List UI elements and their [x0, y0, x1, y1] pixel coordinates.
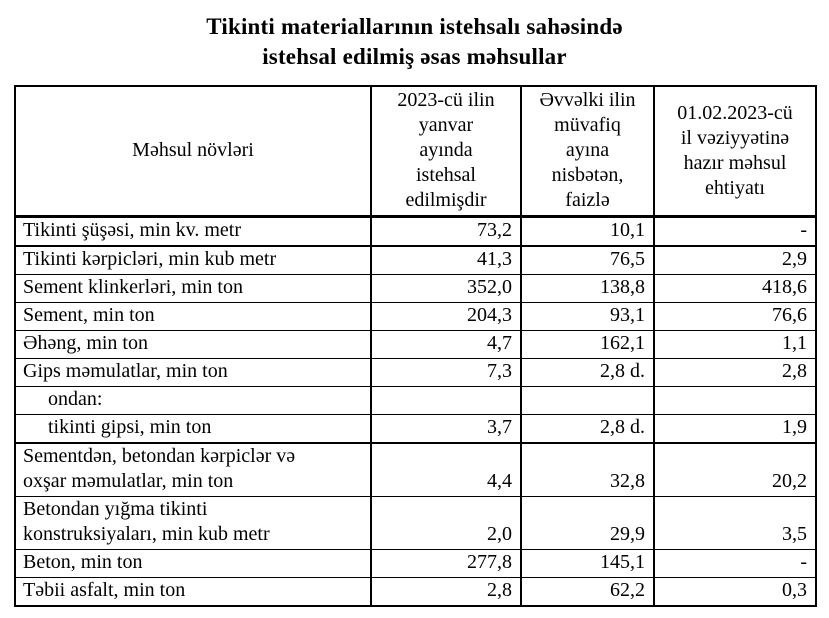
value-cell-stock: 1,9 — [653, 414, 817, 444]
value-cell-stock: 20,2 — [653, 442, 817, 497]
product-label: Təbii asfalt, min ton — [14, 577, 372, 607]
column-header-products: Məhsul növləri — [14, 85, 372, 218]
product-label: ondan: — [14, 386, 372, 415]
table-row: Sementdən, betondan kərpiclər və oxşar m… — [14, 442, 817, 497]
table-row: tikinti gipsi, min ton 3,7 2,8 d. 1,9 — [14, 414, 817, 444]
value-cell-stock: - — [653, 549, 817, 578]
product-label: Gips məmulatlar, min ton — [14, 358, 372, 387]
table-row: Gips məmulatlar, min ton 7,3 2,8 d. 2,8 — [14, 358, 817, 387]
value-cell-stock: 418,6 — [653, 274, 817, 303]
table-row: ondan: — [14, 386, 817, 415]
value-cell-vs_prev: 145,1 — [520, 549, 655, 578]
value-cell-stock: 1,1 — [653, 330, 817, 359]
value-cell-vs_prev: 2,8 d. — [520, 358, 655, 387]
table-row: Beton, min ton 277,8 145,1- — [14, 549, 817, 578]
header-row: Məhsul növləri 2023-cü ilin yanvar ayınd… — [14, 85, 817, 218]
table-row: Tikinti şüşəsi, min kv. metr 73,2 10,1- — [14, 215, 817, 247]
value-cell-produced — [370, 386, 522, 415]
value-cell-stock: 76,6 — [653, 302, 817, 331]
value-cell-stock: 3,5 — [653, 496, 817, 550]
value-cell-produced: 2,8 — [370, 577, 522, 607]
value-cell-vs_prev: 2,8 d. — [520, 414, 655, 444]
product-label: Betondan yığma tikinti konstruksiyaları,… — [14, 496, 372, 550]
value-cell-vs_prev: 138,8 — [520, 274, 655, 303]
product-label: Tikinti şüşəsi, min kv. metr — [14, 215, 372, 247]
value-cell-produced: 41,3 — [370, 245, 522, 275]
products-table-header: Məhsul növləri 2023-cü ilin yanvar ayınd… — [14, 85, 817, 218]
product-label: tikinti gipsi, min ton — [14, 414, 372, 444]
value-cell-vs_prev: 29,9 — [520, 496, 655, 550]
table-row: Tikinti kərpicləri, min kub metr 41,3 76,5… — [14, 245, 817, 275]
table-row: Təbii asfalt, min ton 2,8 62,2 0,3 — [14, 577, 817, 607]
value-cell-stock: 2,9 — [653, 245, 817, 275]
product-label: Sement, min ton — [14, 302, 372, 331]
table-row: Sement, min ton 204,3 93,1 76,6 — [14, 302, 817, 331]
value-cell-stock: - — [653, 215, 817, 247]
value-cell-produced: 352,0 — [370, 274, 522, 303]
product-label: Əhəng, min ton — [14, 330, 372, 359]
product-label: Sementdən, betondan kərpiclər və oxşar m… — [14, 442, 372, 497]
table-row: Betondan yığma tikinti konstruksiyaları,… — [14, 496, 817, 550]
value-cell-produced: 4,4 — [370, 442, 522, 497]
product-label: Beton, min ton — [14, 549, 372, 578]
value-cell-stock — [653, 386, 817, 415]
value-cell-produced: 204,3 — [370, 302, 522, 331]
value-cell-produced: 277,8 — [370, 549, 522, 578]
value-cell-vs_prev: 93,1 — [520, 302, 655, 331]
value-cell-vs_prev — [520, 386, 655, 415]
value-cell-produced: 4,7 — [370, 330, 522, 359]
value-cell-vs_prev: 62,2 — [520, 577, 655, 607]
table-row: Sement klinkerləri, min ton 352,0 138,8 418… — [14, 274, 817, 303]
value-cell-vs_prev: 10,1 — [520, 215, 655, 247]
value-cell-produced: 3,7 — [370, 414, 522, 444]
value-cell-vs_prev: 32,8 — [520, 442, 655, 497]
value-cell-produced: 2,0 — [370, 496, 522, 550]
product-label: Sement klinkerləri, min ton — [14, 274, 372, 303]
table-row: Əhəng, min ton 4,7 162,1 1,1 — [14, 330, 817, 359]
column-header-produced-jan-2023: 2023-cü ilin yanvar ayında istehsal edil… — [370, 85, 522, 218]
value-cell-stock: 2,8 — [653, 358, 817, 387]
value-cell-produced: 7,3 — [370, 358, 522, 387]
value-cell-stock: 0,3 — [653, 577, 817, 607]
page-title: Tikinti materiallarının istehsalı sahəsi… — [206, 14, 623, 69]
products-table-body: Tikinti şüşəsi, min kv. metr 73,2 10,1- Tik… — [14, 215, 817, 607]
products-table: Məhsul növləri 2023-cü ilin yanvar ayınd… — [14, 85, 817, 607]
column-header-stock-01-02-2023: 01.02.2023-cü il vəziyyətinə hazır məhsu… — [653, 85, 817, 218]
value-cell-produced: 73,2 — [370, 215, 522, 247]
product-label: Tikinti kərpicləri, min kub metr — [14, 245, 372, 275]
column-header-vs-previous-year: Əvvəlki ilin müvafiq ayına nisbətən, fai… — [520, 85, 655, 218]
value-cell-vs_prev: 76,5 — [520, 245, 655, 275]
value-cell-vs_prev: 162,1 — [520, 330, 655, 359]
